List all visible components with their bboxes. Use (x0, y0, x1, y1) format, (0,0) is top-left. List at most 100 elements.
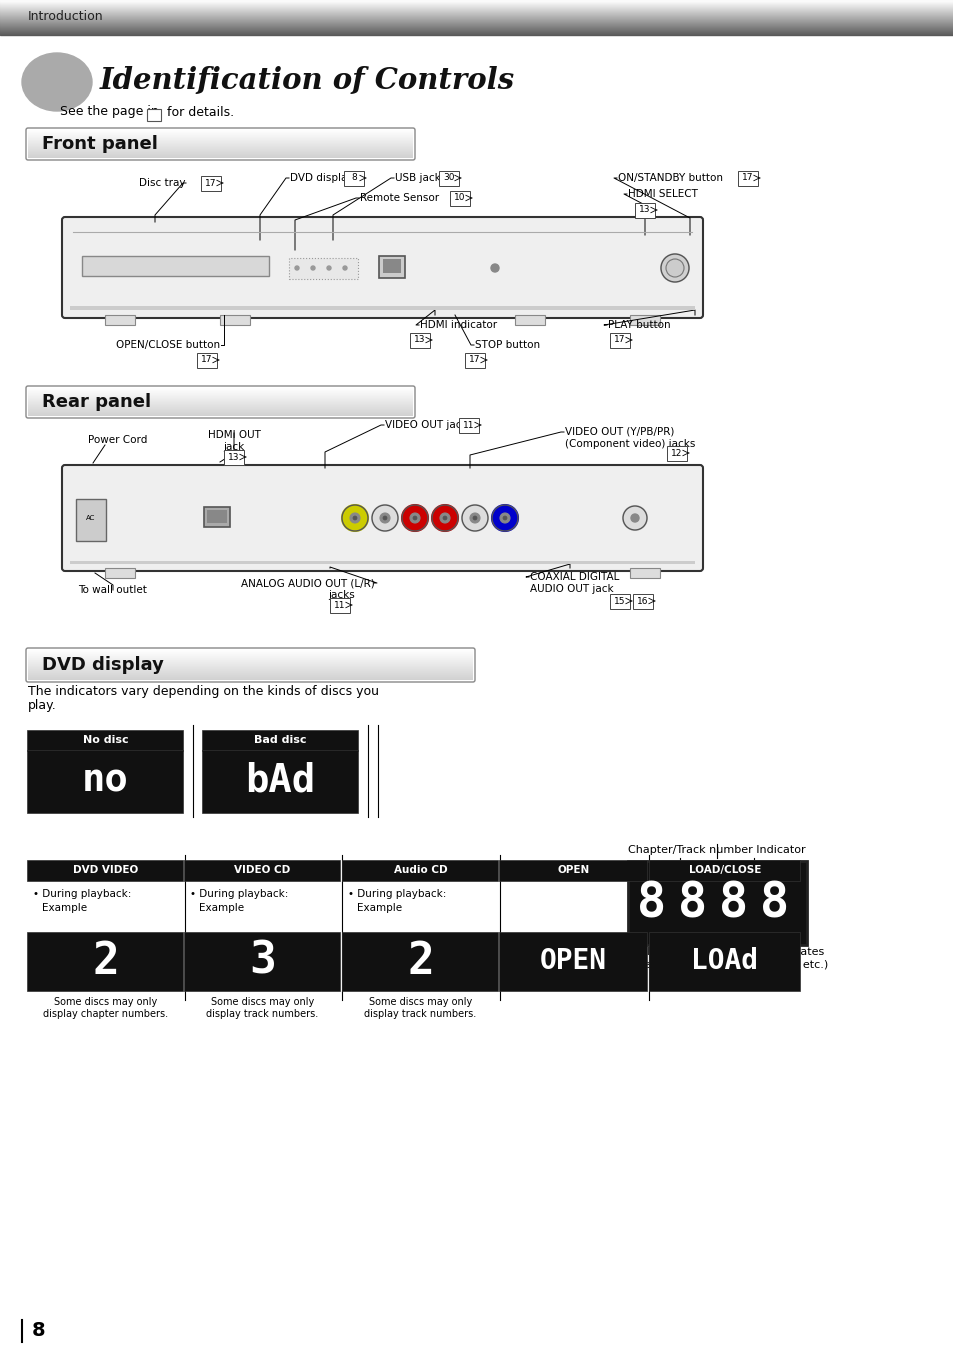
Text: See the page in: See the page in (60, 105, 158, 119)
Text: DVD VIDEO: DVD VIDEO (72, 865, 138, 875)
Text: Power Cord: Power Cord (89, 435, 148, 446)
FancyBboxPatch shape (220, 315, 250, 325)
Circle shape (343, 266, 347, 270)
FancyBboxPatch shape (499, 931, 647, 991)
FancyBboxPatch shape (28, 860, 183, 880)
Text: Remote Sensor: Remote Sensor (359, 193, 438, 202)
Circle shape (432, 505, 457, 531)
Text: HDMI OUT: HDMI OUT (208, 431, 260, 440)
FancyBboxPatch shape (649, 931, 800, 991)
FancyBboxPatch shape (82, 256, 269, 275)
FancyBboxPatch shape (515, 315, 544, 325)
Ellipse shape (22, 53, 91, 111)
FancyBboxPatch shape (28, 749, 183, 813)
Text: USB jack: USB jack (395, 173, 440, 184)
Circle shape (665, 259, 683, 277)
Circle shape (492, 505, 517, 531)
Text: OPEN/CLOSE button: OPEN/CLOSE button (115, 340, 220, 350)
Circle shape (491, 265, 498, 271)
Text: 13: 13 (228, 452, 239, 462)
Circle shape (413, 516, 416, 520)
Text: 10: 10 (454, 193, 465, 202)
Text: bAd: bAd (245, 761, 315, 801)
Text: Some discs may only: Some discs may only (211, 998, 314, 1007)
FancyBboxPatch shape (635, 202, 655, 217)
Text: 17: 17 (469, 355, 480, 364)
Text: Some discs may only: Some discs may only (53, 998, 157, 1007)
FancyBboxPatch shape (344, 170, 364, 185)
Circle shape (294, 266, 298, 270)
FancyBboxPatch shape (62, 464, 702, 571)
Text: LOAd: LOAd (691, 946, 758, 975)
Text: STOP button: STOP button (475, 340, 539, 350)
Text: operating status or messages, etc.): operating status or messages, etc.) (629, 960, 827, 971)
Text: Bad disc: Bad disc (254, 734, 307, 745)
Text: jack: jack (223, 441, 244, 452)
FancyBboxPatch shape (382, 259, 400, 273)
Text: jacks: jacks (328, 590, 355, 599)
Text: 17: 17 (201, 355, 213, 364)
FancyBboxPatch shape (629, 568, 659, 578)
Text: DVD display: DVD display (290, 173, 354, 184)
FancyBboxPatch shape (633, 594, 652, 609)
FancyBboxPatch shape (28, 931, 183, 991)
Text: 13: 13 (639, 205, 650, 215)
Text: AUDIO OUT jack: AUDIO OUT jack (530, 585, 613, 594)
Text: Multifunctional indicator (indicates: Multifunctional indicator (indicates (629, 946, 823, 957)
Text: display track numbers.: display track numbers. (206, 1008, 318, 1019)
FancyBboxPatch shape (28, 729, 183, 751)
Circle shape (372, 505, 397, 531)
Text: The indicators vary depending on the kinds of discs you: The indicators vary depending on the kin… (28, 686, 378, 698)
FancyBboxPatch shape (196, 352, 216, 367)
FancyBboxPatch shape (738, 170, 758, 185)
Text: 15: 15 (614, 597, 625, 606)
FancyBboxPatch shape (450, 190, 470, 205)
Text: 8: 8 (678, 879, 707, 927)
Text: Some discs may only: Some discs may only (369, 998, 472, 1007)
FancyBboxPatch shape (224, 450, 244, 464)
Circle shape (470, 513, 479, 522)
FancyBboxPatch shape (184, 860, 340, 880)
FancyBboxPatch shape (201, 176, 221, 190)
FancyBboxPatch shape (629, 315, 659, 325)
Text: Example: Example (356, 903, 402, 913)
FancyBboxPatch shape (627, 861, 806, 945)
Text: 3: 3 (249, 940, 275, 983)
FancyBboxPatch shape (202, 749, 358, 813)
FancyBboxPatch shape (70, 562, 695, 564)
Circle shape (499, 513, 510, 522)
Circle shape (461, 505, 488, 531)
Circle shape (439, 513, 450, 522)
FancyBboxPatch shape (609, 594, 629, 609)
Circle shape (350, 513, 359, 522)
FancyBboxPatch shape (342, 931, 498, 991)
Text: 17: 17 (205, 178, 216, 188)
Circle shape (353, 516, 356, 520)
Circle shape (382, 516, 387, 520)
FancyBboxPatch shape (609, 332, 629, 347)
FancyBboxPatch shape (666, 446, 686, 460)
FancyBboxPatch shape (378, 256, 405, 278)
Text: 11: 11 (463, 420, 475, 429)
FancyBboxPatch shape (105, 568, 135, 578)
Circle shape (311, 266, 314, 270)
Text: display chapter numbers.: display chapter numbers. (43, 1008, 168, 1019)
Text: LOAD/CLOSE: LOAD/CLOSE (688, 865, 760, 875)
Text: COAXIAL DIGITAL: COAXIAL DIGITAL (530, 572, 618, 582)
Text: Rear panel: Rear panel (42, 393, 151, 410)
Text: ANALOG AUDIO OUT (L/R): ANALOG AUDIO OUT (L/R) (241, 578, 375, 589)
Text: Chapter/Track number Indicator: Chapter/Track number Indicator (627, 845, 805, 855)
Text: 8: 8 (760, 879, 789, 927)
FancyBboxPatch shape (70, 306, 695, 310)
Text: PLAY button: PLAY button (607, 320, 670, 329)
Text: 8: 8 (637, 879, 666, 927)
FancyBboxPatch shape (342, 860, 498, 880)
Text: Front panel: Front panel (42, 135, 157, 153)
Text: HDMI SELECT: HDMI SELECT (627, 189, 698, 198)
FancyBboxPatch shape (438, 170, 458, 185)
Circle shape (502, 516, 506, 520)
Text: (Component video) jacks: (Component video) jacks (564, 439, 695, 450)
FancyBboxPatch shape (148, 108, 161, 120)
Text: play.: play. (28, 699, 56, 713)
Text: 30: 30 (443, 174, 455, 182)
